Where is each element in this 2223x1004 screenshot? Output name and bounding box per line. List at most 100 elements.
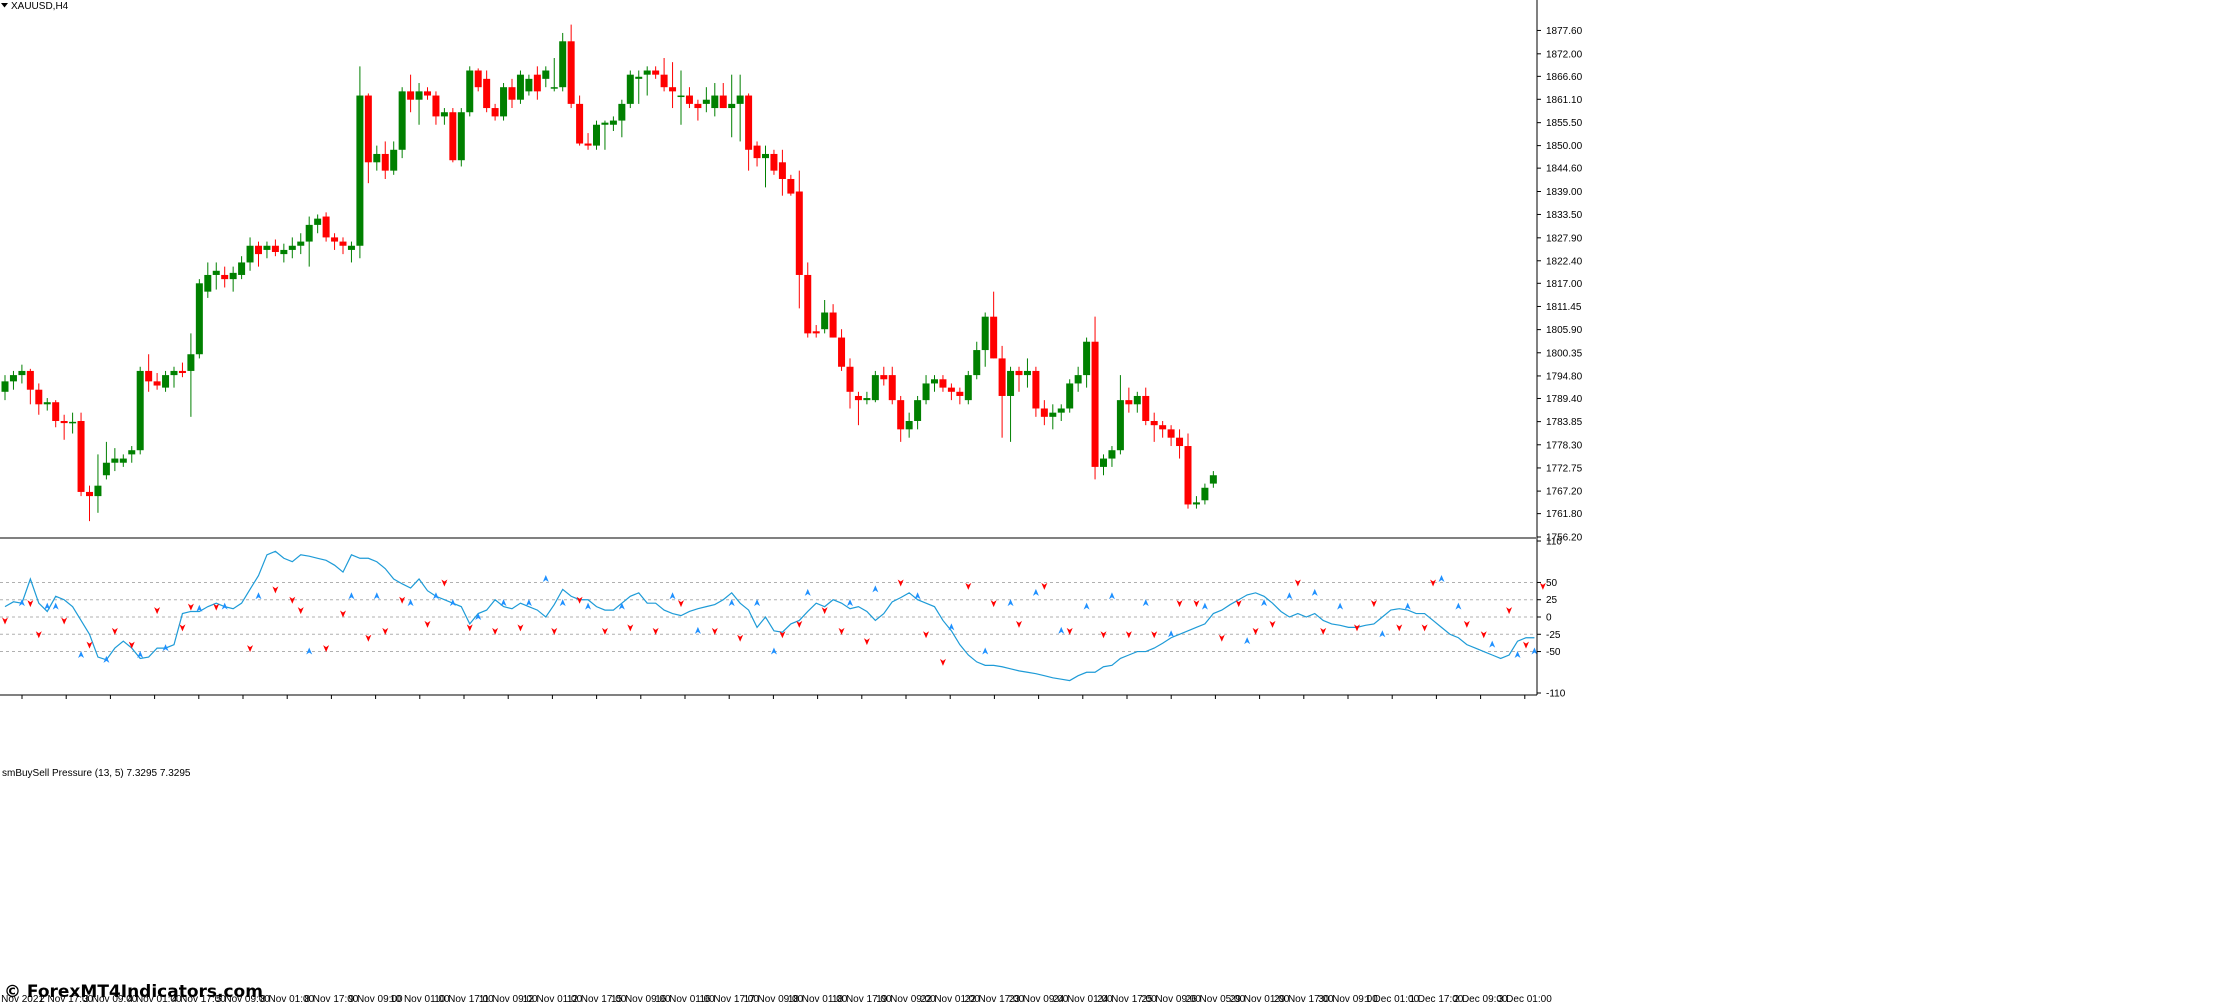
candle-bull[interactable] [550,87,558,89]
candle-bear[interactable] [1167,429,1175,438]
candle-bull[interactable] [373,153,381,163]
candle-bear[interactable] [508,87,516,100]
candle-bull[interactable] [677,95,685,98]
indicator-pane[interactable] [0,550,1546,682]
candle-bull[interactable] [1066,383,1074,409]
candle-bear[interactable] [584,143,592,146]
candle-bull[interactable] [973,350,981,376]
candle-bull[interactable] [466,70,474,113]
candle-bull[interactable] [609,120,617,125]
candle-bull[interactable] [314,218,322,225]
candle-bear[interactable] [812,331,820,334]
candle-bear[interactable] [888,375,896,401]
candle-bull[interactable] [94,485,102,497]
candle-bear[interactable] [491,108,499,117]
candle-bear[interactable] [26,370,34,390]
candle-bull[interactable] [981,316,989,351]
candle-bear[interactable] [753,145,761,159]
candle-bear[interactable] [838,337,846,367]
candle-bear[interactable] [424,91,431,96]
candle-bear[interactable] [322,216,330,238]
candle-bear[interactable] [407,91,415,100]
candle-bear[interactable] [795,191,803,275]
candle-bear[interactable] [1184,446,1192,505]
candle-bull[interactable] [280,249,288,255]
candle-bear[interactable] [685,95,693,104]
candle-bear[interactable] [854,395,862,401]
candle-bull[interactable] [593,124,600,146]
candle-bear[interactable] [52,402,60,422]
candle-bull[interactable] [914,400,922,422]
candle-bull[interactable] [762,153,769,159]
candle-bear[interactable] [1176,437,1184,447]
candle-bear[interactable] [694,103,702,109]
candle-bull[interactable] [187,354,195,371]
candle-bear[interactable] [576,103,584,144]
candle-bull[interactable] [1100,458,1107,467]
candle-bull[interactable] [1,381,9,392]
candle-bear[interactable] [432,95,440,117]
candle-bear[interactable] [956,391,964,396]
candle-bear[interactable] [1091,341,1099,467]
candle-bear[interactable] [1142,395,1150,422]
candle-bear[interactable] [787,178,795,194]
candle-bull[interactable] [347,245,355,250]
candle-bull[interactable] [643,70,651,75]
candle-bull[interactable] [871,375,879,401]
candle-bull[interactable] [457,112,465,161]
candle-bear[interactable] [939,379,947,388]
candle-bear[interactable] [804,274,812,334]
candle-bull[interactable] [702,99,710,104]
candle-bull[interactable] [1083,341,1091,376]
candle-bull[interactable] [1049,412,1057,417]
candle-bear[interactable] [660,74,668,88]
candle-bear[interactable] [339,241,347,246]
candle-bear[interactable] [770,153,778,171]
candle-bear[interactable] [221,274,229,280]
candle-bull[interactable] [1057,408,1065,413]
candle-bull[interactable] [229,272,237,280]
candle-bull[interactable] [238,262,246,275]
candle-bull[interactable] [69,421,77,424]
candle-bear[interactable] [1015,370,1023,376]
candle-bull[interactable] [263,245,271,250]
candle-bear[interactable] [77,421,85,492]
candle-bear[interactable] [897,400,905,430]
candle-bear[interactable] [998,358,1006,396]
candle-bull[interactable] [128,450,136,455]
candle-bull[interactable] [246,245,254,263]
candle-bull[interactable] [18,370,26,376]
candle-bear[interactable] [381,153,389,171]
candle-bull[interactable] [390,149,398,171]
candle-bear[interactable] [1032,370,1040,409]
candle-bear[interactable] [1040,408,1048,417]
candle-bear[interactable] [449,112,457,161]
candle-bear[interactable] [880,375,888,380]
candle-bull[interactable] [398,91,406,150]
candle-bull[interactable] [136,370,144,451]
candle-bull[interactable] [559,41,567,88]
candle-bull[interactable] [119,458,127,463]
candle-bull[interactable] [1201,487,1209,501]
candle-bear[interactable] [153,381,161,386]
candle-bear[interactable] [1150,421,1158,426]
candle-bull[interactable] [863,398,871,401]
candle-bear[interactable] [255,245,262,255]
candle-bull[interactable] [162,375,170,388]
candle-bull[interactable] [728,103,736,109]
candle-bull[interactable] [204,274,212,292]
candle-bull[interactable] [542,70,550,79]
candle-bull[interactable] [356,95,364,246]
candle-bull[interactable] [1074,375,1082,384]
candle-bull[interactable] [111,458,119,463]
candle-bear[interactable] [474,70,482,88]
candle-bull[interactable] [43,402,51,405]
candle-bear[interactable] [178,370,186,374]
candle-bull[interactable] [1133,395,1141,405]
candle-bull[interactable] [821,312,829,330]
candle-bear[interactable] [719,95,727,109]
candle-bear[interactable] [60,421,68,424]
candle-bull[interactable] [9,375,17,382]
candle-bull[interactable] [736,95,744,104]
